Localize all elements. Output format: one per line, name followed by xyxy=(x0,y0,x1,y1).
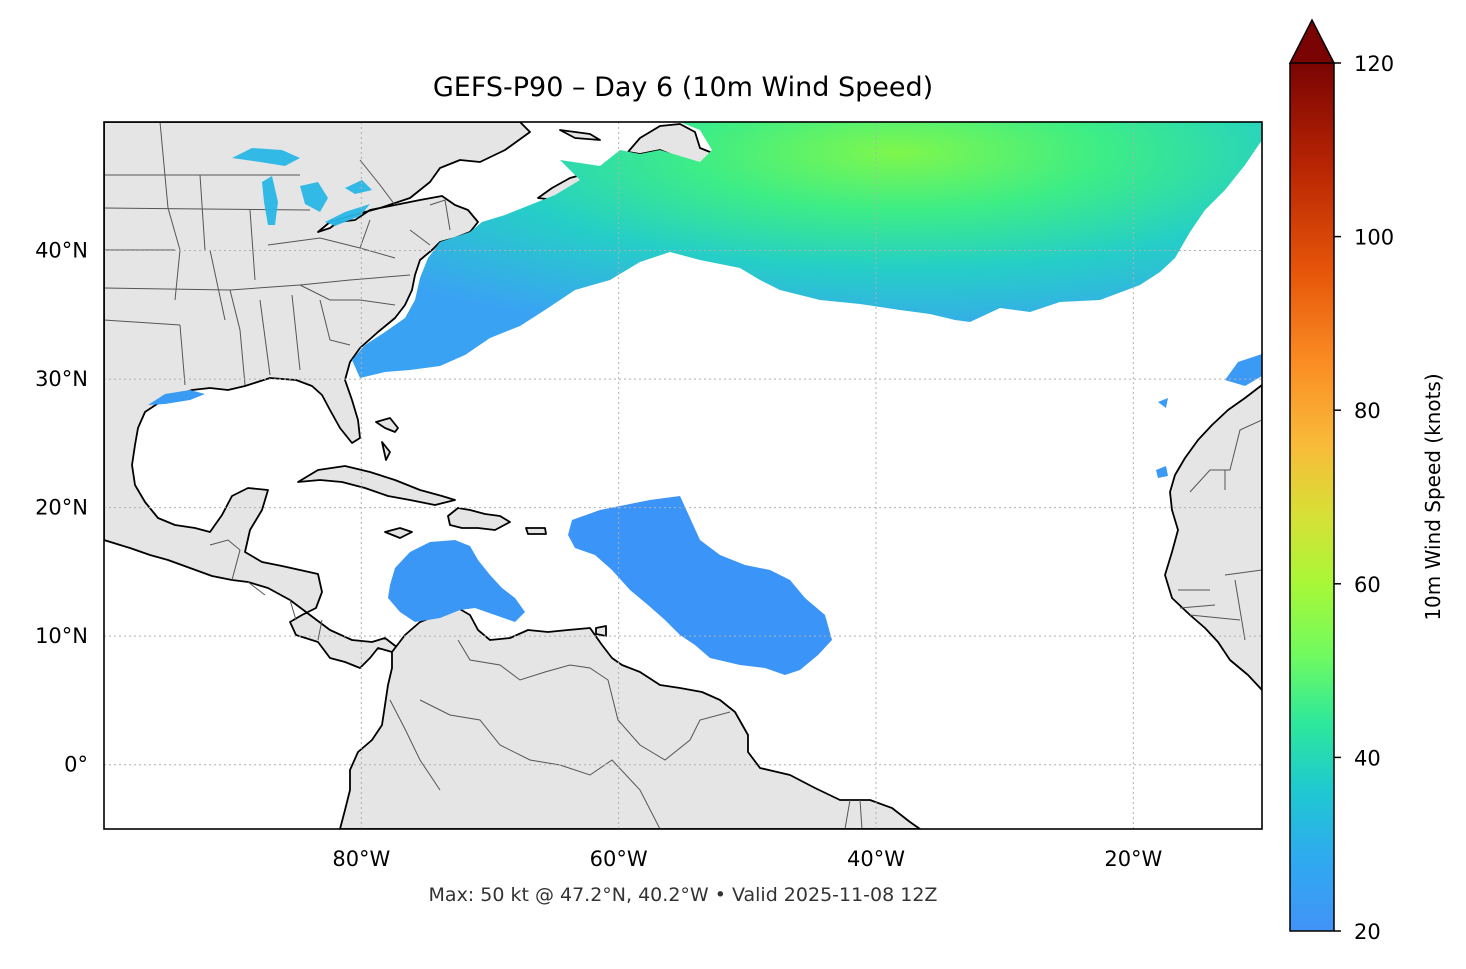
wind-field-layer xyxy=(148,122,1262,675)
colorbar-tick-label: 60 xyxy=(1354,573,1381,597)
map-gridlines xyxy=(104,122,1262,829)
map-area xyxy=(104,122,1262,829)
jamaica-island xyxy=(384,527,413,539)
anticosti-island xyxy=(559,129,601,141)
lat-tick-label: 40°N xyxy=(35,239,88,263)
colorbar: 20 40 60 80 100 120 xyxy=(1288,18,1394,944)
wind-caribbean xyxy=(388,540,525,622)
trinidad-island xyxy=(595,625,607,637)
wind-great-lakes xyxy=(232,148,372,226)
colorbar-tick-label: 20 xyxy=(1354,920,1381,944)
colorbar-frame xyxy=(1289,63,1335,932)
map-frame xyxy=(103,121,1263,830)
cuba-island xyxy=(297,465,456,506)
lon-tick-label: 40°W xyxy=(847,847,905,871)
wind-off-africa xyxy=(1156,354,1262,478)
lat-tick-label: 0° xyxy=(64,753,88,777)
lat-tick-label: 30°N xyxy=(35,367,88,391)
longitude-axis: 80°W 60°W 40°W 20°W xyxy=(332,847,1162,871)
lat-tick-label: 20°N xyxy=(35,496,88,520)
colorbar-ticks: 20 40 60 80 100 120 xyxy=(1334,52,1394,944)
wind-northern-gulf xyxy=(148,390,205,405)
hispaniola-island xyxy=(447,507,511,531)
colorbar-extend-arrow xyxy=(1288,18,1336,64)
lon-tick-label: 20°W xyxy=(1104,847,1162,871)
lon-tick-label: 80°W xyxy=(332,847,390,871)
colorbar-tick-label: 120 xyxy=(1354,52,1394,76)
lat-tick-label: 10°N xyxy=(35,624,88,648)
map-footer: Max: 50 kt @ 47.2°N, 40.2°W • Valid 2025… xyxy=(428,884,938,906)
africa-land xyxy=(1164,384,1262,691)
colorbar-gradient xyxy=(1290,63,1334,931)
wind-tropical-atlantic xyxy=(568,496,832,675)
colorbar-tick-label: 40 xyxy=(1354,746,1381,770)
map-title: GEFS-P90 – Day 6 (10m Wind Speed) xyxy=(432,72,934,103)
bahamas-islands xyxy=(375,417,399,461)
colorbar-label: 10m Wind Speed (knots) xyxy=(1421,373,1445,621)
colorbar-tick-label: 100 xyxy=(1354,226,1394,250)
latitude-axis: 40°N 30°N 20°N 10°N 0° xyxy=(35,239,88,777)
wind-north-atlantic xyxy=(352,122,1262,378)
colorbar-tick-label: 80 xyxy=(1354,399,1381,423)
puerto-rico-island xyxy=(525,527,547,535)
political-borders xyxy=(104,122,1262,829)
south-america-land xyxy=(339,607,921,829)
lon-tick-label: 60°W xyxy=(590,847,648,871)
land-layer xyxy=(104,122,1262,829)
